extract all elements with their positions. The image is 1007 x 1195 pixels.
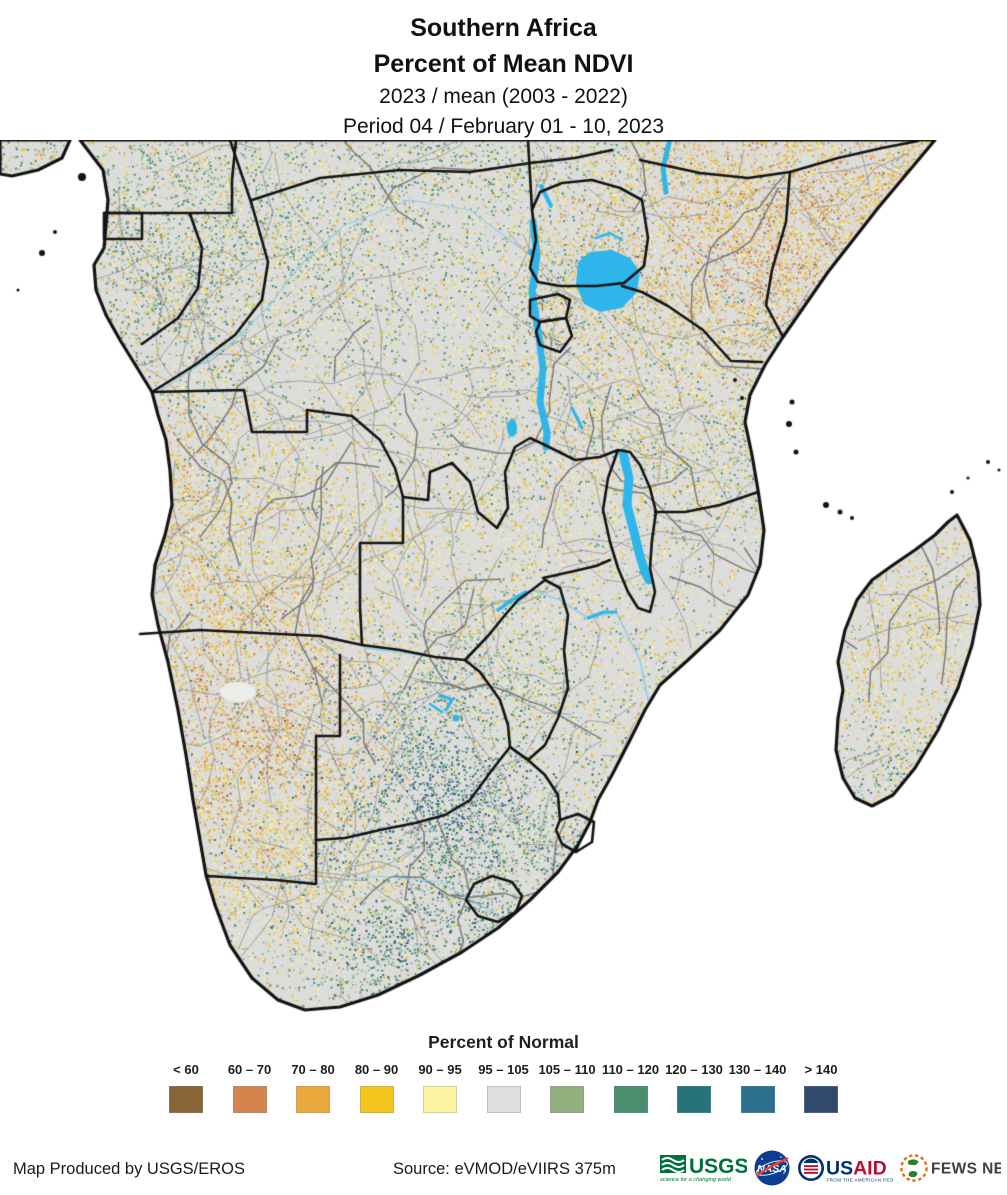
nasa-wordmark: NASA <box>757 1163 787 1175</box>
legend-item: 95 – 105 <box>472 1062 536 1113</box>
legend-class-swatch <box>804 1086 838 1113</box>
produced-by-text: Map Produced by USGS/EROS <box>13 1160 246 1178</box>
legend-item: 105 – 110 <box>535 1062 599 1113</box>
legend-item: > 140 <box>789 1062 853 1113</box>
legend-class-swatch <box>296 1086 330 1113</box>
map-subtitle-ratio: 2023 / mean (2003 - 2022) <box>379 85 628 108</box>
legend-class-label: 120 – 130 <box>665 1062 723 1077</box>
legend-class-swatch <box>550 1086 584 1113</box>
legend-class-label: 105 – 110 <box>538 1062 596 1077</box>
legend-item: 120 – 130 <box>662 1062 726 1113</box>
usgs-tagline: science for a changing world <box>660 1177 732 1183</box>
legend-class-swatch <box>359 1086 394 1113</box>
legend-class-swatch <box>486 1086 521 1113</box>
legend-title: Percent of Normal <box>428 1032 579 1052</box>
legend-class-swatch <box>613 1086 648 1113</box>
usaid-tagline: FROM THE AMERICAN PEOPLE <box>827 1178 894 1183</box>
legend-item: 130 – 140 <box>726 1062 790 1113</box>
map-header: Southern Africa Percent of Mean NDVI 202… <box>0 0 1007 142</box>
legend-class-swatch <box>740 1086 775 1113</box>
map-subtitle-period: Period 04 / February 01 - 10, 2023 <box>342 115 665 138</box>
map-title-product: Percent of Mean NDVI <box>373 50 634 78</box>
legend-class-label: 95 – 105 <box>478 1062 529 1077</box>
partner-logos: USGS science for a changing world NASA U… <box>659 1148 1001 1188</box>
map-title-region: Southern Africa <box>410 14 597 42</box>
legend-class-label: 60 – 70 <box>227 1062 272 1077</box>
legend-class-label: > 140 <box>804 1062 838 1077</box>
legend-class-swatch <box>677 1086 711 1113</box>
nasa-logo: NASA <box>754 1150 790 1186</box>
legend-class-label: 130 – 140 <box>728 1062 787 1077</box>
legend-class-label: 110 – 120 <box>601 1062 660 1077</box>
legend-item: 60 – 70 <box>218 1062 282 1113</box>
legend-class-swatch <box>423 1086 457 1113</box>
fewsnet-globe-icon <box>900 1154 928 1182</box>
usgs-logo: USGS science for a changing world <box>660 1155 747 1183</box>
fewsnet-logo: FEWS NET <box>900 1154 1001 1182</box>
fewsnet-wordmark: FEWS NET <box>931 1161 1001 1178</box>
legend-class-label: 80 – 90 <box>354 1062 399 1077</box>
source-text: Source: eVMOD/eVIIRS 375m <box>393 1160 616 1178</box>
legend-item: < 60 <box>154 1062 218 1113</box>
legend-class-label: 70 – 80 <box>291 1062 335 1077</box>
legend-class-label: 90 – 95 <box>418 1062 462 1077</box>
ndvi-anomaly-map <box>0 140 1007 1020</box>
usaid-logo: USAID FROM THE AMERICAN PEOPLE <box>798 1155 894 1183</box>
legend: Percent of Normal < 60 60 – 70 70 – 80 80 –… <box>0 1032 1007 1113</box>
legend-item: 80 – 90 <box>345 1062 409 1113</box>
legend-item: 70 – 80 <box>281 1062 345 1113</box>
usaid-wordmark: USAID <box>826 1158 887 1180</box>
legend-item: 110 – 120 <box>599 1062 663 1113</box>
legend-class-swatch <box>169 1086 203 1113</box>
legend-class-swatch <box>232 1086 267 1113</box>
map-footer: Map Produced by USGS/EROS Source: eVMOD/… <box>0 1146 1007 1195</box>
legend-item: 90 – 95 <box>408 1062 472 1113</box>
legend-class-label: < 60 <box>173 1062 199 1077</box>
legend-classes: < 60 60 – 70 70 – 80 80 – 90 90 – 95 95 – 105… <box>0 1062 1007 1113</box>
usgs-wordmark: USGS <box>689 1155 747 1178</box>
